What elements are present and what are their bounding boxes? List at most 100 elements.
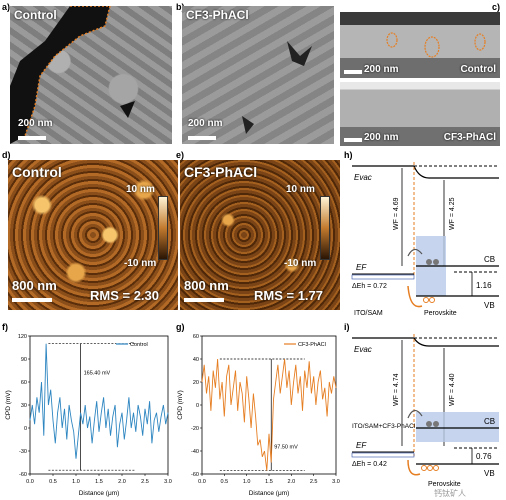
cpd-series-line <box>201 358 337 471</box>
band-shade <box>416 412 499 442</box>
scale-bar <box>184 298 224 302</box>
colorbar-bottom-label: -10 nm <box>284 258 317 269</box>
cpd-chart-control: 0.0 0.5 1.0 1.5 2.0 2.5 3.0 -60 -30 0 30 60 90 120 Dis… <box>5 334 172 497</box>
cross-section-cf3: 200 nm CF3-PhACl <box>340 82 500 146</box>
x-tick-label: 3.0 <box>164 479 172 485</box>
legend-label: Control <box>130 342 148 348</box>
evac-label: Evac <box>354 173 372 182</box>
scale-label: 200 nm <box>18 118 53 129</box>
wf-left-label: WF = 4.69 <box>393 197 400 230</box>
ef-label: EF <box>356 263 367 272</box>
cf3-title: CF3-PhACl <box>186 8 249 22</box>
difference-label: 97.50 mV <box>274 445 298 451</box>
y-tick-label: 60 <box>21 380 27 386</box>
scale-label: 200 nm <box>364 132 399 143</box>
y-tick-label: -30 <box>19 449 27 455</box>
height-colorbar <box>158 196 168 260</box>
hole-2 <box>427 465 433 471</box>
delta-label: ΔEh = 0.72 <box>352 283 387 290</box>
y-axis-label: CPD (mV) <box>177 390 184 420</box>
y-tick-label: 0 <box>24 426 27 432</box>
gap-label: 1.16 <box>476 281 492 290</box>
colorbar-bottom-label: -10 nm <box>124 258 157 269</box>
sem-image-cf3: CF3-PhACl 200 nm <box>182 6 334 144</box>
electron-1 <box>426 421 432 427</box>
x-tick-label: 2.0 <box>288 479 296 485</box>
x-tick-label: 1.5 <box>95 479 103 485</box>
y-tick-label: 0 <box>196 403 199 409</box>
x-tick-label: 1.5 <box>265 479 273 485</box>
evac-right <box>413 165 499 179</box>
cf3-name: CF3-PhACl <box>443 132 496 143</box>
panel-i-label: i) <box>344 322 350 332</box>
grain-boundary-overlay <box>10 6 135 144</box>
electron-block-arrow <box>407 248 423 257</box>
panel-b-label: b) <box>176 2 185 12</box>
hole-extract-arrow <box>407 459 421 476</box>
x-tick-label: 0.0 <box>26 479 34 485</box>
control-title: Control <box>12 164 62 180</box>
x-tick-label: 1.0 <box>72 479 80 485</box>
y-tick-label: -20 <box>191 426 199 432</box>
y-tick-label: 40 <box>193 357 199 363</box>
x-tick-label: 0.5 <box>49 479 57 485</box>
panel-h-label: h) <box>344 150 353 160</box>
panel-f-label: f) <box>2 322 8 332</box>
scale-label: 200 nm <box>188 118 223 129</box>
cb-label: CB <box>484 255 495 264</box>
void-markers <box>386 32 486 58</box>
cross-section-control: 200 nm Control <box>340 12 500 78</box>
rms-label: RMS = 2.30 <box>90 288 160 303</box>
scale-bar <box>18 136 46 140</box>
left-name: ITO/SAM <box>354 310 383 317</box>
y-tick-label: 90 <box>21 357 27 363</box>
gap-label: 0.76 <box>476 452 492 461</box>
y-tick-label: -60 <box>191 472 199 478</box>
y-tick-label: 120 <box>18 334 27 340</box>
right-name: Perovskite <box>424 310 457 317</box>
hole-1 <box>421 465 427 471</box>
cpd-series-line <box>29 343 169 459</box>
pinhole-overlay <box>242 41 312 134</box>
afm-image-control: Control 10 nm -10 nm 800 nm RMS = 2.30 <box>8 160 178 310</box>
hole-2 <box>429 297 435 303</box>
vb-label: VB <box>484 301 495 310</box>
electron-2 <box>433 421 439 427</box>
scale-bar <box>12 298 52 302</box>
energy-diagram-h: Evac WF = 4.69 WF = 4.25 CB VB EF 1.16 Δ… <box>351 162 499 317</box>
control-title: Control <box>14 8 57 22</box>
plot-frame <box>29 335 169 475</box>
ef-label: EF <box>356 441 367 450</box>
control-name: Control <box>460 64 496 75</box>
sam-hatch <box>351 452 415 458</box>
colorbar-top-label: 10 nm <box>286 184 315 195</box>
hole-extract-arrow <box>407 285 423 308</box>
y-tick-label: 20 <box>193 380 199 386</box>
panel-g-label: g) <box>176 322 185 332</box>
electron-block-arrow <box>407 409 423 419</box>
cb-label: CB <box>484 417 495 426</box>
watermark-text: 钙钛矿人 <box>434 488 466 498</box>
y-tick-label: 30 <box>21 403 27 409</box>
difference-label: 165.40 mV <box>84 370 111 376</box>
rms-label: RMS = 1.77 <box>254 288 324 303</box>
scale-label: 200 nm <box>364 64 399 75</box>
x-tick-label: 2.5 <box>310 479 318 485</box>
x-tick-label: 1.0 <box>243 479 251 485</box>
electron-1 <box>426 259 432 265</box>
evac-label: Evac <box>354 345 372 354</box>
sem-image-control: Control 200 nm <box>10 6 172 144</box>
cpd-chart-cf3: 0.0 0.5 1.0 1.5 2.0 2.5 3.0 -60 -40 -20 0 20 40 60 Dis… <box>177 334 340 497</box>
delta-label: ΔEh = 0.42 <box>352 461 387 468</box>
afm-image-cf3: CF3-PhACl 10 nm -10 nm 800 nm RMS = 1.77 <box>180 160 340 310</box>
y-tick-label: -40 <box>191 449 199 455</box>
wf-right-label: WF = 4.25 <box>449 197 456 230</box>
hole-1 <box>423 297 429 303</box>
vb-label: VB <box>484 469 495 478</box>
x-tick-label: 0.5 <box>221 479 229 485</box>
scale-bar <box>188 136 216 140</box>
sam-hatch <box>351 274 415 280</box>
scale-label: 800 nm <box>12 278 57 293</box>
wf-left-label: WF = 4.74 <box>393 373 400 406</box>
x-tick-label: 2.5 <box>141 479 149 485</box>
